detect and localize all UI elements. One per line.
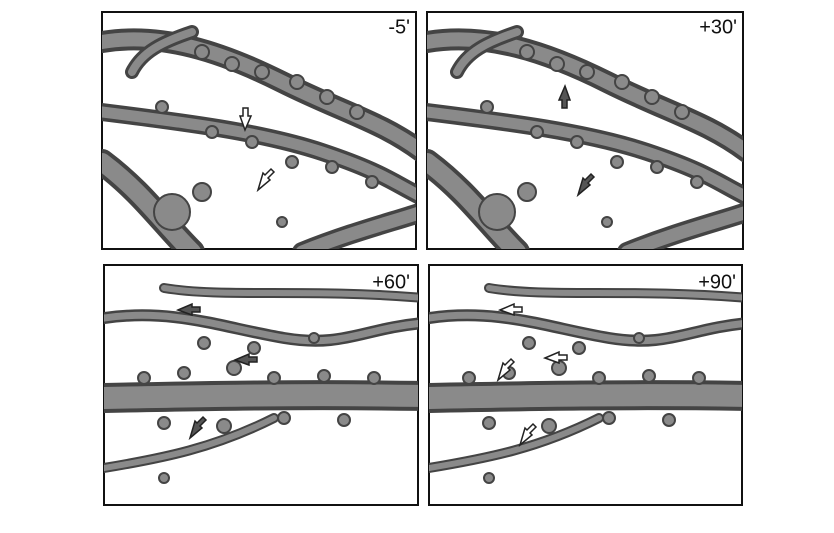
micrograph: [429, 288, 749, 483]
micrograph: [102, 32, 422, 252]
time-label: -5': [388, 17, 410, 39]
micrograph: [427, 32, 747, 252]
micrograph: [104, 288, 424, 483]
time-label: +30': [699, 17, 737, 39]
time-label: +60': [372, 272, 410, 294]
time-label: +90': [698, 272, 736, 294]
